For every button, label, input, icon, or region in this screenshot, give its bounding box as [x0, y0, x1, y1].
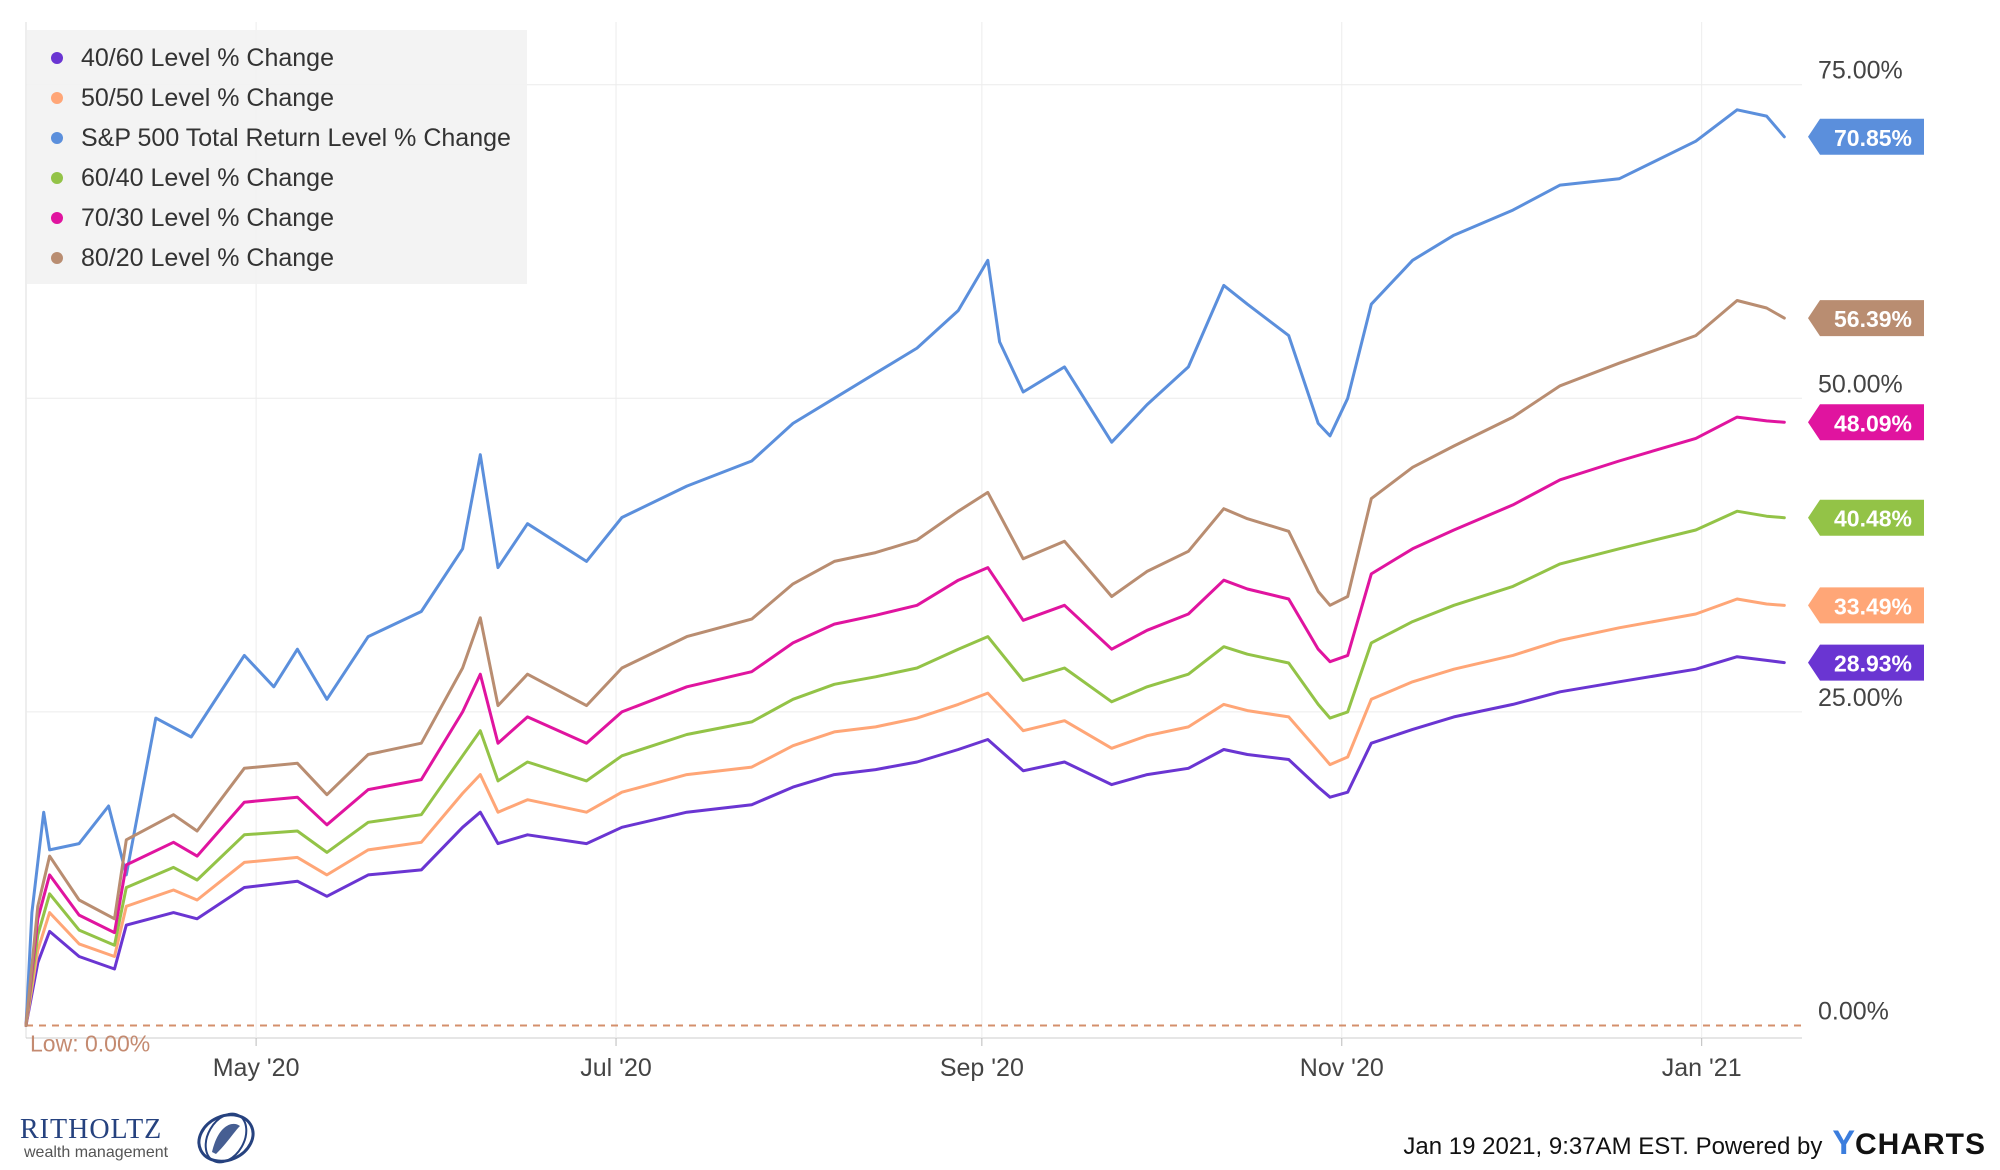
- logo-subtitle: wealth management: [24, 1144, 169, 1161]
- legend-label: 70/30 Level % Change: [81, 203, 334, 232]
- ycharts-brand-y: Y: [1832, 1124, 1855, 1162]
- end-badge-bg: [1808, 644, 1924, 681]
- y-axis: 0.00% 25.00% 50.00% 75.00%: [1818, 57, 1903, 1026]
- legend-dot-icon: [51, 52, 63, 64]
- footer: RITHOLTZ wealth management Jan 19 2021, …: [0, 1110, 2000, 1167]
- legend-item[interactable]: S&P 500 Total Return Level % Change: [51, 118, 527, 158]
- end-badge-bg: [1808, 300, 1924, 337]
- legend-item[interactable]: 40/60 Level % Change: [51, 38, 527, 78]
- low-label: Low: 0.00%: [30, 1030, 150, 1056]
- legend-dot-icon: [51, 252, 63, 264]
- end-value-label: 48.09%: [1834, 410, 1912, 436]
- end-value-label: 56.39%: [1834, 306, 1912, 332]
- legend-item[interactable]: 80/20 Level % Change: [51, 238, 527, 278]
- end-badge-bg: [1808, 587, 1924, 624]
- series-lines: [24, 108, 1786, 1027]
- ritholtz-emblem-icon: [197, 1112, 255, 1164]
- series-line-3: [24, 509, 1786, 1027]
- x-tick-label: Jan '21: [1662, 1054, 1742, 1082]
- y-tick-label: 75.00%: [1818, 57, 1903, 85]
- end-value-label: 33.49%: [1834, 593, 1912, 619]
- legend-label: 50/50 Level % Change: [81, 83, 334, 112]
- series-line-4: [24, 415, 1786, 1027]
- ycharts-brand-name: CHARTS: [1855, 1128, 1986, 1161]
- end-badge-bg: [1808, 404, 1924, 441]
- legend: 40/60 Level % Change 50/50 Level % Change…: [27, 30, 527, 284]
- x-tick-label: Sep '20: [940, 1054, 1024, 1082]
- series-line-2: [24, 108, 1786, 1027]
- y-tick-label: 50.00%: [1818, 370, 1903, 398]
- y-tick-label: 0.00%: [1818, 997, 1889, 1025]
- legend-item[interactable]: 60/40 Level % Change: [51, 158, 527, 198]
- legend-dot-icon: [51, 92, 63, 104]
- legend-label: S&P 500 Total Return Level % Change: [81, 123, 511, 152]
- series-line-1: [24, 597, 1786, 1027]
- low-line: Low: 0.00%: [26, 1024, 1802, 1056]
- legend-label: 40/60 Level % Change: [81, 43, 334, 72]
- chart-credit: Jan 19 2021, 9:37AM EST. Powered by Y CHA…: [1403, 1124, 1986, 1163]
- end-value-label: 28.93%: [1834, 651, 1912, 677]
- x-axis: May '20 Jul '20 Sep '20 Nov '20 Jan '21: [213, 1038, 1742, 1082]
- legend-label: 80/20 Level % Change: [81, 243, 334, 272]
- end-badge-bg: [1808, 499, 1924, 536]
- legend-dot-icon: [51, 212, 63, 224]
- end-value-label: 70.85%: [1834, 125, 1912, 151]
- end-value-badges: 28.93% 33.49% 70.85% 40.48% 48.09% 56.39%: [1808, 118, 1924, 681]
- credit-text: Jan 19 2021, 9:37AM EST. Powered by: [1403, 1133, 1823, 1160]
- logo-name: RITHOLTZ: [20, 1114, 163, 1145]
- legend-item[interactable]: 70/30 Level % Change: [51, 198, 527, 238]
- y-tick-label: 25.00%: [1818, 684, 1903, 712]
- line-chart: May '20 Jul '20 Sep '20 Nov '20 Jan '21 0.00…: [24, 22, 1924, 1082]
- legend-item[interactable]: 50/50 Level % Change: [51, 78, 527, 118]
- end-value-label: 40.48%: [1834, 506, 1912, 532]
- series-line-5: [24, 299, 1786, 1027]
- series-line-0: [24, 655, 1786, 1027]
- legend-label: 60/40 Level % Change: [81, 163, 334, 192]
- x-tick-label: May '20: [213, 1054, 300, 1082]
- ritholtz-logo: RITHOLTZ wealth management: [20, 1112, 260, 1164]
- legend-dot-icon: [51, 172, 63, 184]
- legend-dot-icon: [51, 132, 63, 144]
- x-tick-label: Jul '20: [580, 1054, 651, 1082]
- x-tick-label: Nov '20: [1300, 1054, 1384, 1082]
- end-badge-bg: [1808, 118, 1924, 155]
